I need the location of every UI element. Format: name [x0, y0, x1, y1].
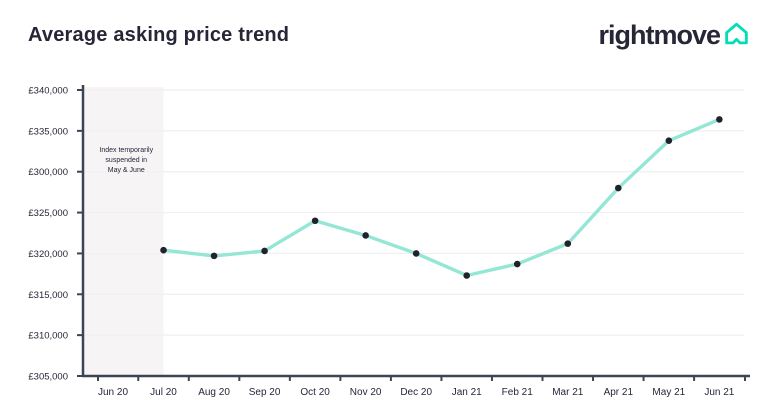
x-axis-label: Dec 20 [400, 387, 432, 398]
data-point [716, 116, 723, 123]
x-axis-label: Nov 20 [350, 387, 382, 398]
x-axis-label: Feb 21 [502, 387, 534, 398]
x-axis-label: Aug 20 [198, 387, 230, 398]
x-axis-label: Oct 20 [300, 387, 330, 398]
y-axis-label: £310,000 [28, 331, 68, 342]
y-axis-label: £300,000 [28, 167, 68, 178]
data-point [210, 252, 218, 260]
rightmove-logo-text: rightmove [598, 20, 721, 50]
suspension-annotation: May & June [108, 167, 145, 174]
page-title: Average asking price trend [28, 24, 290, 46]
data-point [665, 137, 673, 144]
x-axis-label: Jun 20 [98, 387, 128, 398]
x-axis-label: May 21 [652, 387, 685, 398]
x-axis-label: Jul 20 [150, 387, 177, 398]
data-point [463, 272, 471, 279]
y-axis-label: £305,000 [28, 372, 68, 383]
data-point [513, 260, 521, 268]
y-axis-label: £325,000 [28, 208, 68, 219]
suspension-annotation: suspended in [105, 157, 147, 164]
suspension-annotation: Index temporarily [99, 147, 153, 154]
x-axis-label: Mar 21 [552, 387, 584, 398]
data-point [564, 240, 572, 247]
x-axis-label: Sep 20 [249, 387, 281, 398]
x-axis-label: Jun 21 [704, 387, 734, 398]
data-point [362, 232, 369, 239]
data-point [261, 247, 268, 255]
y-axis-label: £315,000 [28, 290, 68, 301]
trend-line [161, 117, 722, 278]
data-point [160, 246, 167, 254]
y-axis-label: £335,000 [28, 126, 68, 137]
data-point [311, 217, 319, 225]
index-suspended-band [84, 87, 164, 376]
rightmove-logo: rightmove [598, 20, 750, 51]
y-axis-label: £340,000 [28, 86, 68, 97]
house-arrow-icon [725, 22, 748, 45]
data-point [615, 184, 622, 192]
x-axis-label: Jan 21 [452, 387, 482, 398]
report-header: Average asking price trend rightmove [0, 0, 768, 70]
y-axis-label: £320,000 [28, 249, 68, 260]
x-axis-label: Apr 21 [604, 387, 634, 398]
data-point [412, 250, 420, 257]
